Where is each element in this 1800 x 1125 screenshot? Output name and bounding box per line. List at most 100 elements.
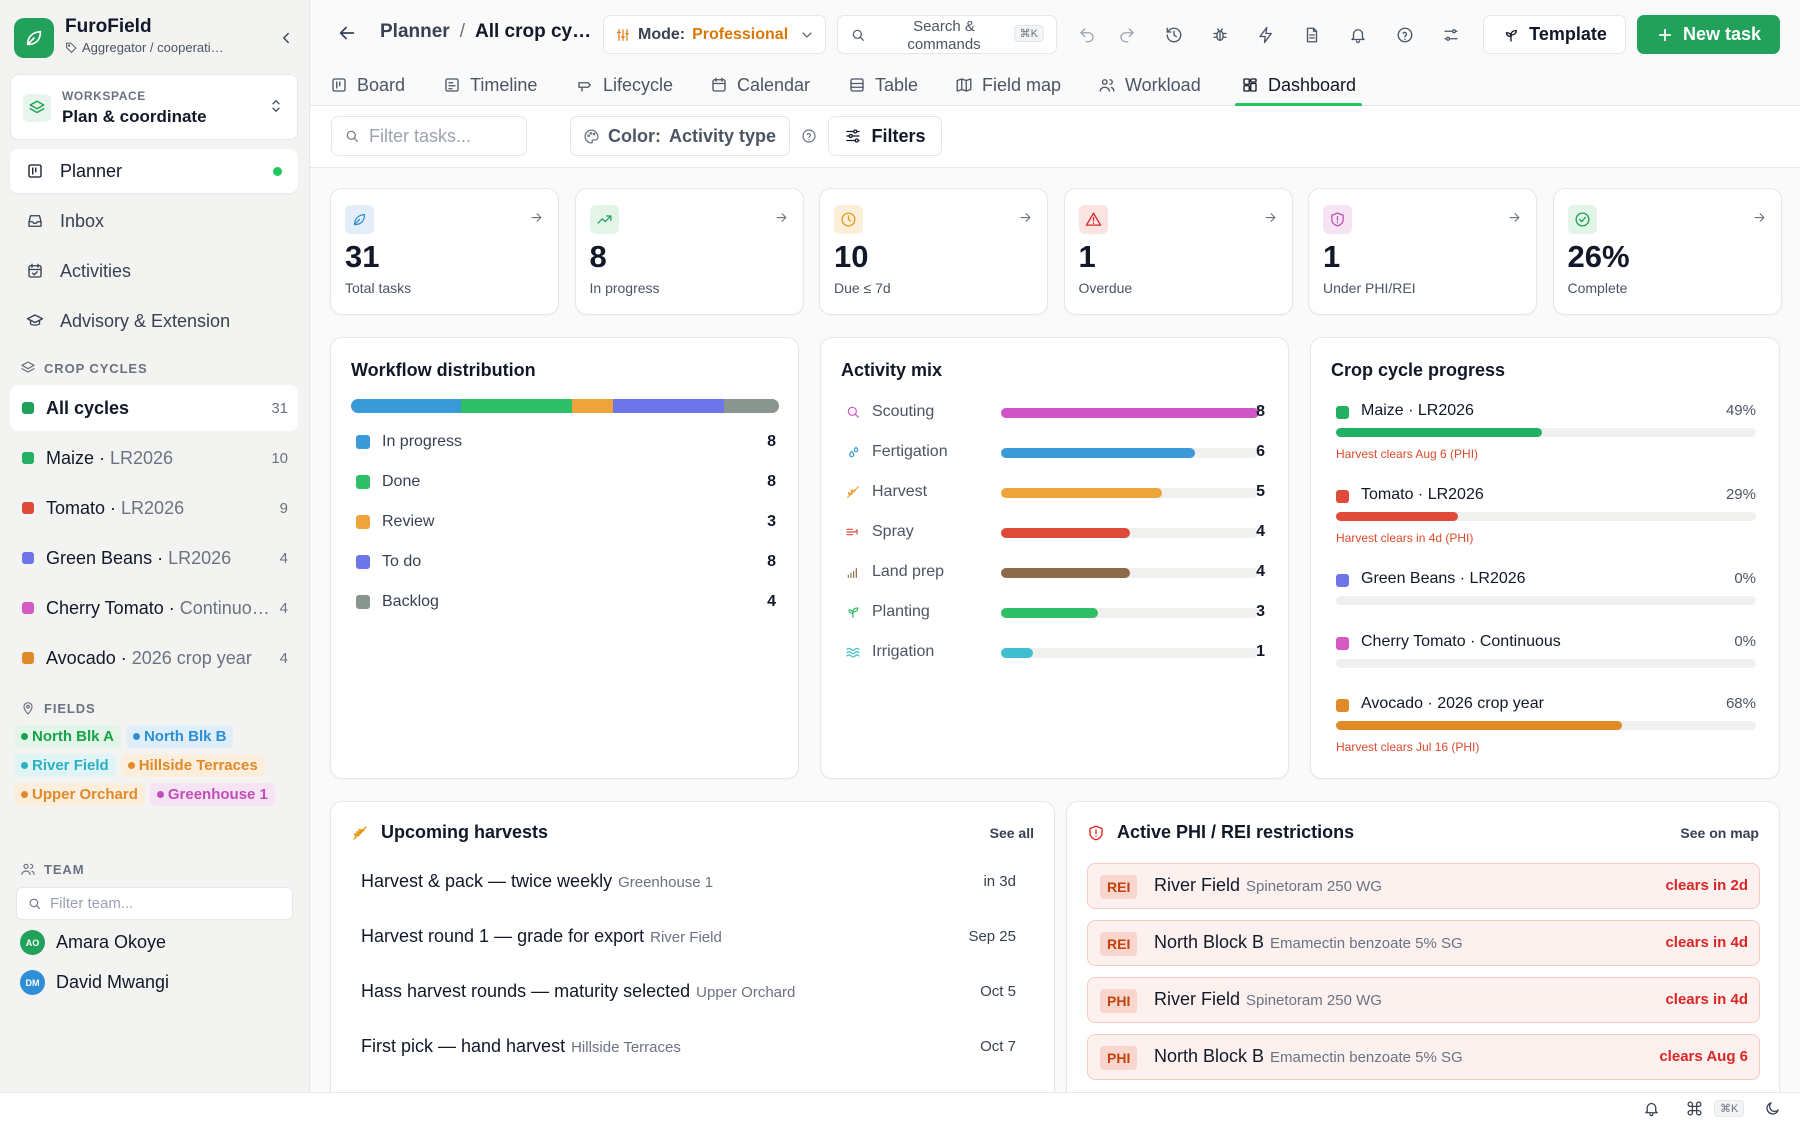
help-circle-icon[interactable] xyxy=(801,128,817,144)
harvest-row[interactable]: Hass harvest rounds — maturity selected U… xyxy=(361,981,1016,1011)
tab-timeline[interactable]: Timeline xyxy=(443,64,537,106)
arrow-right-icon[interactable] xyxy=(1018,210,1033,225)
color-by-select[interactable]: Color: Activity type xyxy=(570,116,790,156)
nav-planner[interactable]: Planner xyxy=(10,149,298,193)
crop-cycle-item[interactable]: Green Beans · LR2026 4 xyxy=(10,535,298,581)
arrow-right-icon[interactable] xyxy=(774,210,789,225)
crop-cycle-item[interactable]: All cycles 31 xyxy=(10,385,298,431)
harvest-row[interactable]: Harvest & pack — twice weekly Greenhouse … xyxy=(361,871,1016,901)
workflow-legend-row[interactable]: Review 3 xyxy=(356,511,776,533)
filter-tasks-input[interactable]: Filter tasks... xyxy=(331,116,527,156)
restriction-row[interactable]: PHI North Block B Emamectin benzoate 5% SG… xyxy=(1087,1034,1760,1080)
notifications-button[interactable] xyxy=(1347,24,1369,46)
theme-toggle-moon-icon[interactable] xyxy=(1764,1100,1781,1117)
undo-button[interactable] xyxy=(1076,24,1098,46)
activity-bar-track xyxy=(1001,608,1259,618)
breadcrumb-current[interactable]: All crop cy… xyxy=(474,21,592,42)
tab-workload[interactable]: Workload xyxy=(1098,64,1201,106)
nav-advisory[interactable]: Advisory & Extension xyxy=(10,299,298,343)
arrow-right-icon[interactable] xyxy=(529,210,544,225)
crop-cycle-item[interactable]: Avocado · 2026 crop year 4 xyxy=(10,635,298,681)
tab-board[interactable]: Board xyxy=(330,64,405,106)
tab-field-map[interactable]: Field map xyxy=(955,64,1061,106)
field-chip[interactable]: Hillside Terraces xyxy=(120,754,265,777)
activity-row[interactable]: Spray 4 xyxy=(845,522,1265,544)
workflow-legend-row[interactable]: In progress 8 xyxy=(356,431,776,453)
workspace-value: Plan & coordinate xyxy=(62,107,207,126)
field-chip[interactable]: Upper Orchard xyxy=(14,783,145,806)
mode-select[interactable]: Mode: Professional xyxy=(603,15,826,54)
crop-cycle-item[interactable]: Maize · LR2026 10 xyxy=(10,435,298,481)
stat-card[interactable]: 8 In progress xyxy=(574,188,804,315)
waves-icon xyxy=(845,644,861,660)
help-circle-icon xyxy=(1397,27,1413,43)
tab-table[interactable]: Table xyxy=(848,64,918,106)
layers-icon xyxy=(23,94,51,122)
team-member[interactable]: DM David Mwangi xyxy=(20,970,169,995)
crop-cycle-item[interactable]: Tomato · LR2026 9 xyxy=(10,485,298,531)
workspace-switcher[interactable]: WORKSPACE Plan & coordinate xyxy=(10,74,298,140)
report-button[interactable] xyxy=(1301,24,1323,46)
harvest-row[interactable]: First pick — hand harvest Hillside Terrac… xyxy=(361,1036,1016,1066)
nav-activities[interactable]: Activities xyxy=(10,249,298,293)
filters-button[interactable]: Filters xyxy=(828,116,942,156)
template-button[interactable]: Template xyxy=(1483,15,1626,54)
command-search[interactable]: Search & commands ⌘K xyxy=(837,15,1057,54)
workflow-legend-row[interactable]: To do 8 xyxy=(356,551,776,573)
redo-button[interactable] xyxy=(1116,24,1138,46)
stat-value: 10 xyxy=(834,239,869,274)
nav-inbox[interactable]: Inbox xyxy=(10,199,298,243)
tab-lifecycle[interactable]: Lifecycle xyxy=(576,64,673,106)
stat-card[interactable]: 10 Due ≤ 7d xyxy=(819,188,1048,315)
activity-row[interactable]: Irrigation 1 xyxy=(845,642,1265,664)
bell-icon[interactable] xyxy=(1643,1100,1660,1117)
breadcrumb-root[interactable]: Planner xyxy=(380,21,450,42)
harvest-row[interactable]: Harvest round 1 — grade for export River … xyxy=(361,926,1016,956)
automation-button[interactable] xyxy=(1255,24,1277,46)
help-button[interactable] xyxy=(1394,24,1416,46)
activity-row[interactable]: Scouting 8 xyxy=(845,402,1265,424)
workflow-legend-row[interactable]: Backlog 4 xyxy=(356,591,776,613)
command-icon[interactable] xyxy=(1686,1100,1703,1117)
activity-row[interactable]: Fertigation 6 xyxy=(845,442,1265,464)
arrow-right-icon[interactable] xyxy=(1263,210,1278,225)
see-on-map-link[interactable]: See on map xyxy=(1680,825,1759,841)
history-button[interactable] xyxy=(1163,24,1185,46)
stat-card[interactable]: 1 Under PHI/REI xyxy=(1308,188,1537,315)
field-chip[interactable]: River Field xyxy=(14,754,116,777)
back-button[interactable] xyxy=(336,22,358,44)
settings-button[interactable] xyxy=(1440,24,1462,46)
collapse-sidebar-button[interactable] xyxy=(275,27,297,49)
arrow-right-icon[interactable] xyxy=(1507,210,1522,225)
tab-dashboard[interactable]: Dashboard xyxy=(1234,64,1363,107)
restriction-row[interactable]: REI River Field Spinetoram 250 WG clears in… xyxy=(1087,863,1760,909)
crop-progress-percent: 29% xyxy=(1725,486,1756,503)
team-filter-input[interactable]: Filter team... xyxy=(16,887,293,920)
activity-count: 5 xyxy=(1256,483,1265,500)
stat-card[interactable]: 26% Complete xyxy=(1552,188,1782,315)
activity-row[interactable]: Land prep 4 xyxy=(845,562,1265,584)
crop-cycle-item[interactable]: Cherry Tomato · Continuo… 4 xyxy=(10,585,298,631)
activity-row[interactable]: Planting 3 xyxy=(845,602,1265,624)
breadcrumb: Planner / All crop cy… xyxy=(380,21,591,43)
new-task-button[interactable]: New task xyxy=(1637,15,1780,54)
arrow-right-icon[interactable] xyxy=(1752,210,1767,225)
activity-count: 1 xyxy=(1256,643,1265,660)
stat-card[interactable]: 1 Overdue xyxy=(1063,188,1293,315)
crop-season: Continuo… xyxy=(179,597,270,618)
activity-row[interactable]: Harvest 5 xyxy=(845,482,1265,504)
workflow-legend-row[interactable]: Done 8 xyxy=(356,471,776,493)
restriction-row[interactable]: PHI River Field Spinetoram 250 WG clears in… xyxy=(1087,977,1760,1023)
pest-button[interactable] xyxy=(1209,24,1231,46)
field-chip[interactable]: Greenhouse 1 xyxy=(149,783,275,806)
see-all-link[interactable]: See all xyxy=(989,825,1034,841)
tab-calendar[interactable]: Calendar xyxy=(710,64,810,106)
restriction-row[interactable]: REI North Block B Emamectin benzoate 5% SG… xyxy=(1087,920,1760,966)
team-member[interactable]: AO Amara Okoye xyxy=(20,930,166,955)
mode-label: Mode: xyxy=(638,25,686,43)
restriction-type-badge: REI xyxy=(1100,875,1138,899)
field-chip[interactable]: North Blk A xyxy=(14,725,121,748)
field-chip[interactable]: North Blk B xyxy=(125,725,234,748)
color-swatch xyxy=(22,552,34,564)
stat-card[interactable]: 31 Total tasks xyxy=(330,188,559,315)
